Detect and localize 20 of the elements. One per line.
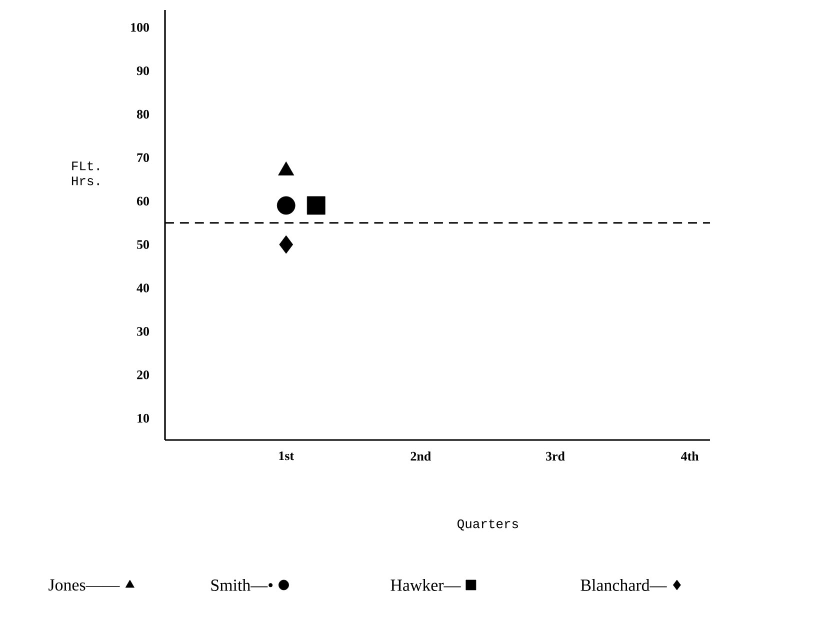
x-tick-label: 4th — [680, 452, 699, 461]
y-tick-label: 90 — [136, 66, 149, 76]
y-axis-title: FLt. Hrs. — [72, 162, 99, 186]
x-tick-label: 3rd — [546, 452, 565, 461]
y-tick-label: 40 — [136, 284, 149, 292]
y-tick-label: 60 — [136, 196, 149, 206]
x-axis-title: Quarters — [458, 519, 518, 531]
y-tick-label: 30 — [137, 327, 149, 336]
y-tick-label: 100 — [131, 23, 149, 32]
y-tick-label: 80 — [136, 110, 149, 119]
legend-label: Jones—— — [48, 579, 120, 591]
y-tick-label: 20 — [137, 370, 149, 380]
legend-label: Smith—• — [211, 579, 273, 591]
y-tick-label: 50 — [137, 240, 149, 249]
y-tick-label: 10 — [138, 414, 149, 423]
legend-label: Hawker— — [390, 579, 461, 591]
legend-label: Blanchard— — [580, 579, 667, 591]
x-tick-label: 2nd — [410, 452, 431, 461]
y-tick-label: 70 — [137, 153, 149, 162]
x-tick-label: 1st — [279, 452, 294, 460]
